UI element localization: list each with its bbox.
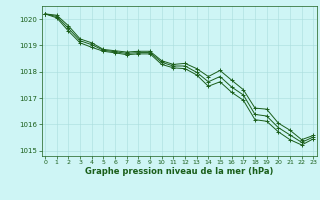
- X-axis label: Graphe pression niveau de la mer (hPa): Graphe pression niveau de la mer (hPa): [85, 167, 273, 176]
